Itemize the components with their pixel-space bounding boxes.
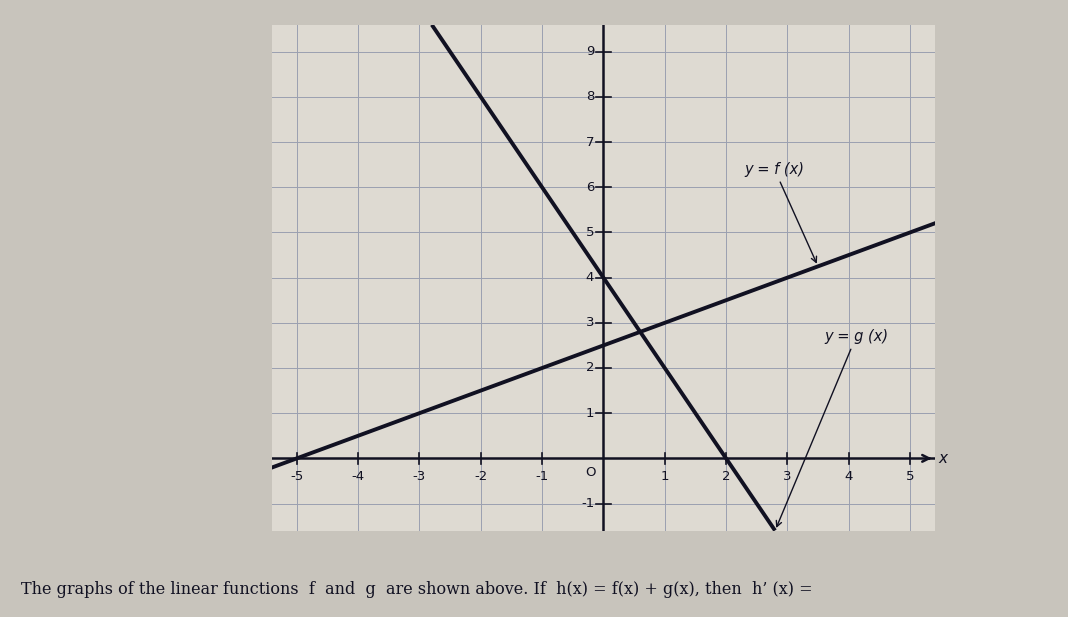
- Text: y = g (x): y = g (x): [776, 329, 889, 527]
- Text: -3: -3: [413, 470, 426, 482]
- Text: The graphs of the linear functions  f  and  g  are shown above. If  h(x) = f(x) : The graphs of the linear functions f and…: [21, 581, 813, 598]
- Text: 3: 3: [585, 317, 594, 329]
- Text: -5: -5: [290, 470, 303, 482]
- Text: 4: 4: [845, 470, 853, 482]
- Text: O: O: [585, 466, 596, 479]
- Text: 2: 2: [722, 470, 731, 482]
- Text: -1: -1: [535, 470, 549, 482]
- Text: 3: 3: [783, 470, 791, 482]
- Text: 5: 5: [585, 226, 594, 239]
- Text: -4: -4: [351, 470, 365, 482]
- Text: 4: 4: [586, 271, 594, 284]
- Text: 7: 7: [585, 136, 594, 149]
- Text: -2: -2: [474, 470, 487, 482]
- Text: y = f (x): y = f (x): [744, 162, 817, 262]
- Text: 9: 9: [586, 45, 594, 58]
- Text: $x$: $x$: [938, 451, 949, 466]
- Text: 1: 1: [585, 407, 594, 420]
- Text: -1: -1: [581, 497, 594, 510]
- Text: 1: 1: [660, 470, 669, 482]
- Text: 2: 2: [585, 362, 594, 375]
- Text: 8: 8: [586, 91, 594, 104]
- Text: 5: 5: [906, 470, 914, 482]
- Text: 6: 6: [586, 181, 594, 194]
